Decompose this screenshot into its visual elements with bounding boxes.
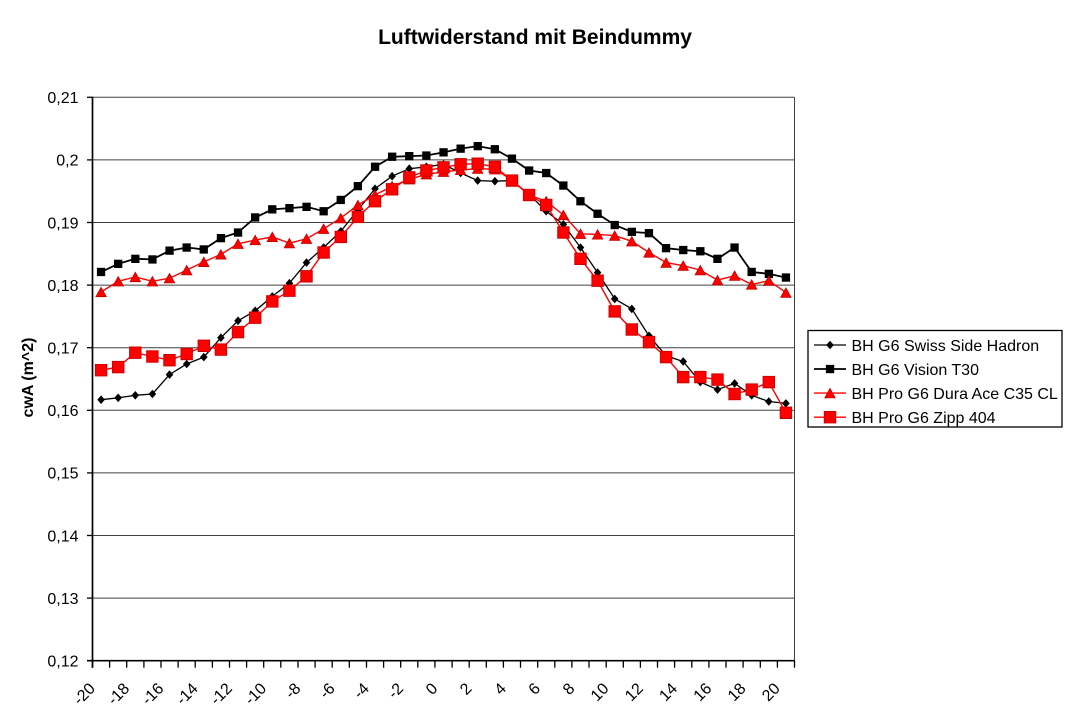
svg-text:BH Pro G6 Zipp 404: BH Pro G6 Zipp 404	[852, 410, 996, 427]
svg-text:Luftwiderstand mit Beindummy: Luftwiderstand mit Beindummy	[378, 26, 692, 49]
svg-text:BH Pro G6 Dura Ace C35 CL: BH Pro G6 Dura Ace C35 CL	[852, 386, 1058, 403]
svg-text:0,17: 0,17	[47, 341, 78, 358]
svg-text:0,14: 0,14	[47, 528, 78, 545]
svg-text:0,13: 0,13	[47, 591, 78, 608]
svg-text:0,15: 0,15	[47, 466, 78, 483]
svg-text:0,16: 0,16	[47, 403, 78, 420]
svg-text:0,19: 0,19	[47, 215, 78, 232]
svg-text:BH G6 Vision T30: BH G6 Vision T30	[852, 362, 980, 379]
svg-text:0,2: 0,2	[56, 153, 78, 170]
svg-text:0,18: 0,18	[47, 278, 78, 295]
svg-text:0,21: 0,21	[47, 90, 78, 107]
svg-text:0,12: 0,12	[47, 654, 78, 671]
svg-text:cwA (m^2): cwA (m^2)	[20, 338, 37, 418]
svg-text:BH G6 Swiss Side Hadron: BH G6 Swiss Side Hadron	[852, 338, 1040, 355]
